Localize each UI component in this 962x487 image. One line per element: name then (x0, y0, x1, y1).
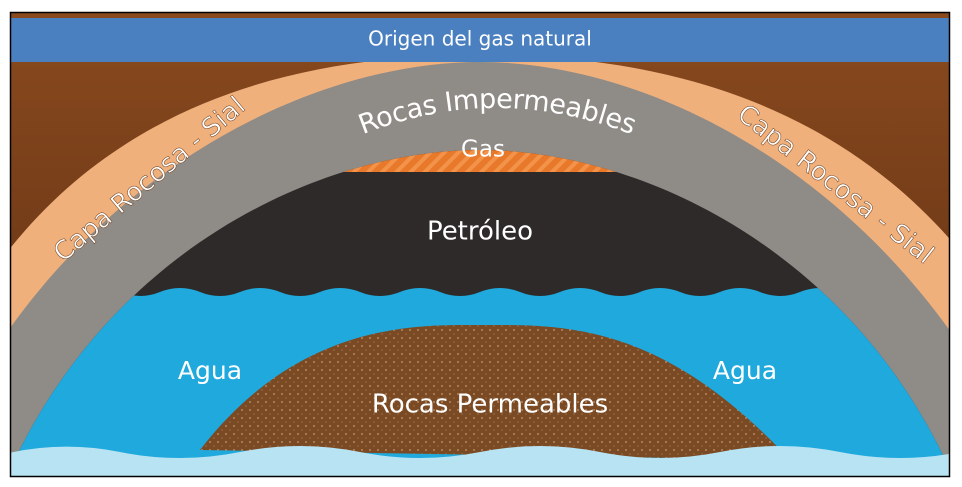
label-water-right: Agua (713, 356, 777, 385)
title: Origen del gas natural (368, 27, 592, 51)
label-oil: Petróleo (427, 217, 533, 247)
page: Origen del gas natural Capa Rocosa - Sia… (0, 0, 962, 483)
diagram: Origen del gas natural Capa Rocosa - Sia… (0, 0, 962, 483)
label-water-left: Agua (178, 356, 242, 385)
label-gas: Gas (461, 137, 505, 163)
label-permeable: Rocas Permeables (372, 390, 608, 420)
